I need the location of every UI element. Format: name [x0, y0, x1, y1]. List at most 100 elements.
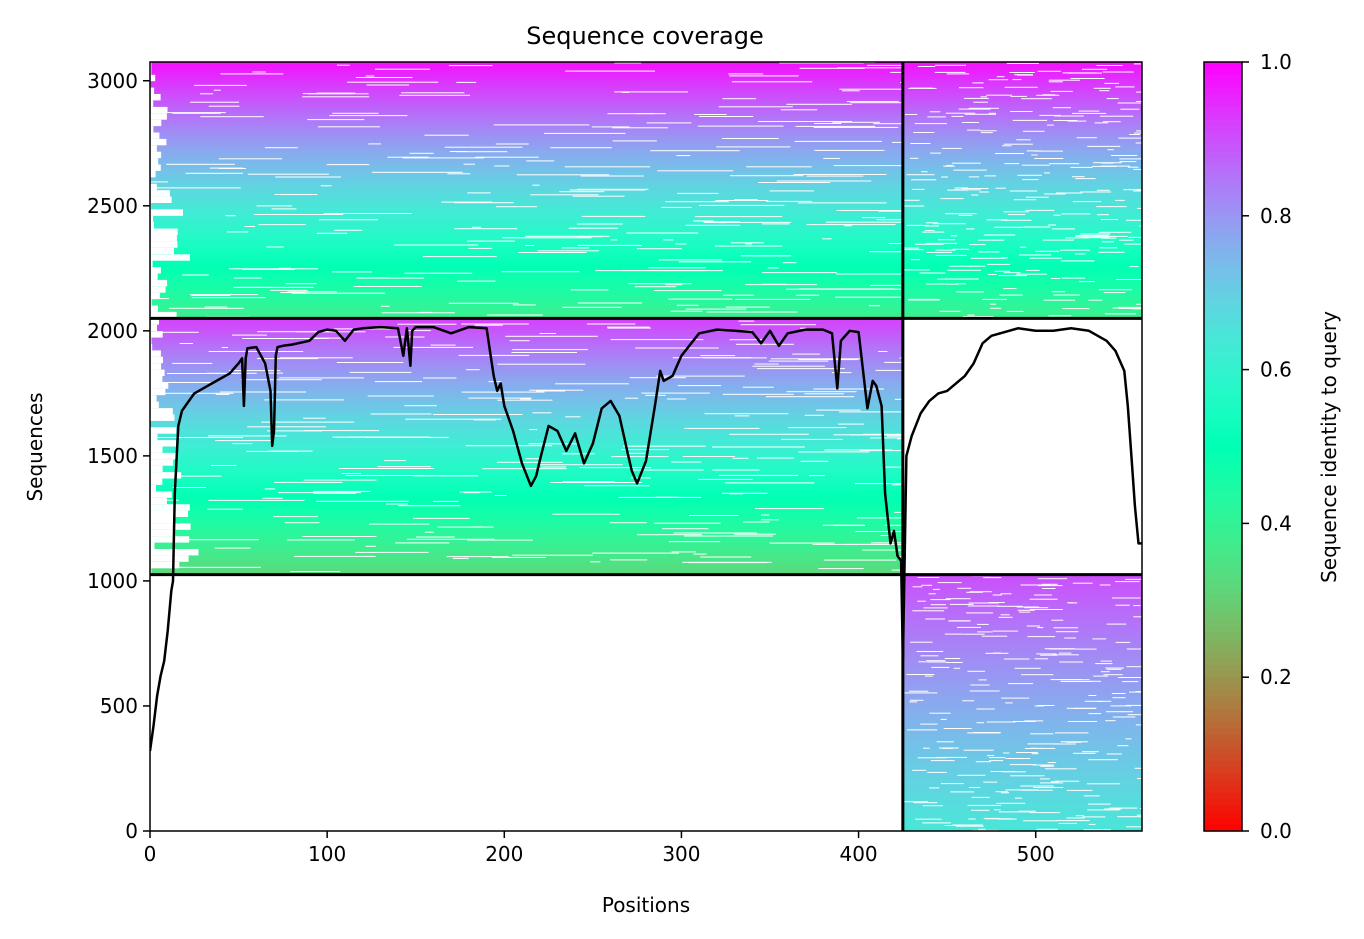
- gap-streak: [912, 610, 945, 612]
- identity-band: [902, 717, 1142, 721]
- identity-band: [902, 193, 1142, 197]
- gap-streak: [977, 631, 993, 633]
- gap-streak: [880, 535, 895, 536]
- gap-streak: [1012, 119, 1048, 121]
- gap-streak: [786, 103, 852, 105]
- gap-streak: [675, 243, 687, 245]
- gap-streak: [1064, 637, 1077, 639]
- identity-band: [150, 207, 903, 211]
- gap-streak: [743, 521, 770, 523]
- identity-band: [150, 543, 903, 547]
- gap-streak: [725, 482, 815, 484]
- gap-streak: [1088, 695, 1097, 696]
- colorbar-segment: [1204, 632, 1242, 640]
- colorbar-segment: [1204, 722, 1242, 730]
- gap-streak: [944, 633, 964, 635]
- gap-streak: [525, 245, 535, 246]
- gap-streak: [150, 382, 211, 383]
- gap-streak: [591, 126, 630, 128]
- gap-streak: [1056, 820, 1090, 822]
- identity-band: [150, 252, 903, 257]
- gap-streak: [1097, 214, 1109, 216]
- gap-streak: [1136, 130, 1142, 132]
- gap-streak: [221, 347, 228, 348]
- gap-streak: [725, 306, 770, 308]
- gap-streak: [953, 169, 987, 171]
- gap-streak: [267, 430, 322, 432]
- gap-streak: [1060, 681, 1093, 682]
- gap-streak: [150, 517, 175, 524]
- identity-band: [902, 637, 1142, 641]
- gap-streak: [894, 511, 903, 513]
- gap-streak: [1027, 743, 1060, 745]
- gap-streak: [1117, 306, 1142, 308]
- gap-streak: [703, 221, 740, 223]
- identity-band: [150, 503, 903, 507]
- gap-streak: [1029, 257, 1062, 259]
- gap-streak: [891, 569, 903, 571]
- gap-streak: [730, 175, 804, 177]
- gap-streak: [963, 749, 994, 751]
- identity-band: [902, 663, 1142, 667]
- gap-streak: [966, 228, 975, 230]
- gap-streak: [437, 526, 494, 528]
- gap-streak: [628, 452, 645, 454]
- gap-streak: [1124, 243, 1142, 245]
- gap-streak: [912, 586, 923, 588]
- gap-streak: [1025, 196, 1049, 198]
- gap-streak: [1078, 110, 1100, 112]
- gap-streak: [1010, 95, 1027, 97]
- gap-streak: [731, 242, 764, 244]
- gap-streak: [355, 77, 413, 78]
- gap-streak: [979, 191, 989, 193]
- gap-streak: [610, 559, 648, 561]
- gap-streak: [1020, 584, 1050, 586]
- gap-streak: [303, 430, 346, 431]
- gap-streak: [338, 468, 435, 469]
- gap-streak: [279, 377, 365, 379]
- gap-streak: [950, 235, 958, 237]
- identity-band: [150, 218, 903, 222]
- identity-band: [902, 591, 1142, 596]
- colorbar-segment: [1204, 664, 1242, 672]
- identity-band: [150, 486, 903, 490]
- identity-band: [150, 326, 903, 331]
- gap-streak: [287, 539, 355, 541]
- gap-streak: [150, 440, 177, 447]
- gap-streak: [399, 94, 470, 96]
- colorbar-segment: [1204, 267, 1242, 275]
- gap-streak: [408, 330, 431, 332]
- gap-streak: [940, 718, 947, 720]
- gap-streak: [838, 423, 864, 425]
- identity-band: [902, 711, 1142, 715]
- gap-streak: [456, 81, 477, 83]
- identity-band: [150, 446, 903, 450]
- gap-streak: [1000, 593, 1012, 595]
- gap-streak: [150, 465, 163, 473]
- gap-streak: [1019, 254, 1052, 256]
- gap-streak: [1004, 86, 1038, 88]
- gap-streak: [929, 787, 940, 789]
- gap-streak: [156, 499, 179, 501]
- identity-band: [150, 79, 903, 83]
- gap-streak: [968, 818, 976, 820]
- colorbar-segment: [1204, 286, 1242, 294]
- identity-band: [902, 99, 1142, 103]
- gap-streak: [565, 70, 655, 72]
- identity-band: [902, 184, 1142, 188]
- gap-streak: [512, 554, 593, 556]
- identity-band: [902, 258, 1142, 262]
- gap-streak: [264, 488, 276, 490]
- gap-streak: [664, 270, 723, 272]
- gap-streak: [921, 171, 928, 173]
- gap-streak: [369, 523, 430, 525]
- gap-streak: [1017, 174, 1042, 176]
- identity-band: [150, 161, 903, 166]
- gap-streak: [988, 274, 997, 275]
- gap-streak: [1126, 826, 1142, 828]
- gap-streak: [562, 306, 622, 308]
- gap-streak: [405, 418, 502, 420]
- gap-streak: [966, 591, 983, 593]
- identity-band: [150, 213, 903, 217]
- gap-streak: [1105, 313, 1136, 315]
